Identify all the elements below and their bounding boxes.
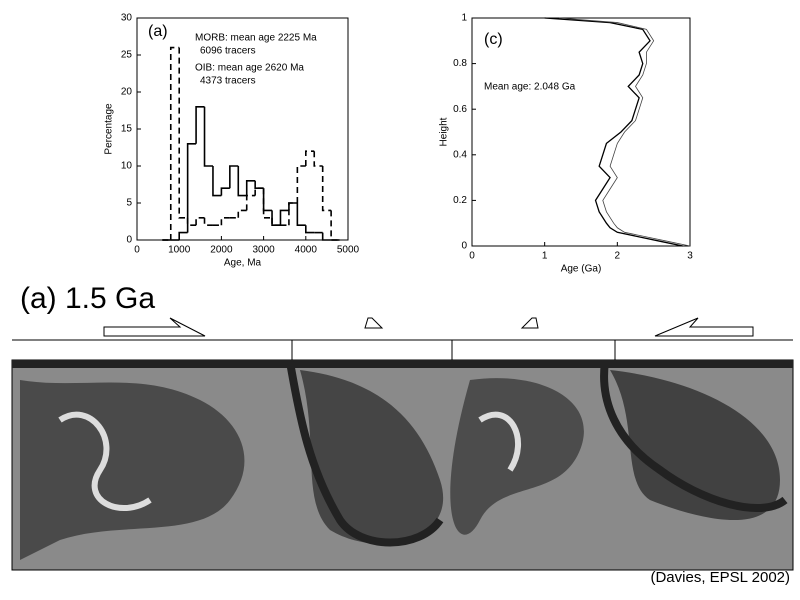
annotation: 4373 tracers <box>200 76 256 87</box>
histogram-step <box>245 194 256 211</box>
histogram-step <box>271 210 281 226</box>
histogram-step <box>313 151 323 167</box>
y-tick-label: 20 <box>121 87 133 98</box>
histogram-step <box>262 188 273 219</box>
credit: (Davies, EPSL 2002) <box>650 569 790 586</box>
x-tick-label: 3000 <box>252 245 275 256</box>
y-axis-label: Percentage <box>104 103 115 155</box>
histogram-step <box>271 217 281 226</box>
y-tick-label: 0.6 <box>453 104 467 115</box>
histogram-step <box>330 210 340 241</box>
histogram-step <box>203 106 213 167</box>
plate-arrow <box>520 317 539 329</box>
x-tick-label: 1000 <box>168 245 191 256</box>
annotation: 6096 tracers <box>200 46 256 57</box>
x-tick-label: 0 <box>134 245 140 256</box>
histogram-step <box>279 209 289 226</box>
x-axis-label: Age, Ma <box>224 258 262 269</box>
histogram-step <box>296 165 306 203</box>
histogram-step <box>220 217 230 226</box>
plate-arrow <box>654 317 754 337</box>
histogram-step <box>288 202 298 226</box>
y-tick-label: 0.8 <box>453 58 467 69</box>
profile-line <box>559 17 691 247</box>
y-axis-label: Height <box>439 117 450 146</box>
histogram-step <box>262 188 273 212</box>
histogram-step <box>195 217 205 226</box>
histogram-step <box>178 231 188 240</box>
histogram-step <box>254 187 264 196</box>
slab <box>600 361 788 512</box>
mixed-region <box>300 370 444 544</box>
x-axis-label: Age (Ga) <box>561 264 602 275</box>
x-tick-label: 1 <box>542 251 548 262</box>
panel-label: (a) <box>148 23 168 40</box>
slab <box>286 361 444 547</box>
histogram-step <box>186 143 197 233</box>
profile-line <box>544 17 683 247</box>
plate-arrow <box>364 317 384 329</box>
histogram-step <box>305 150 315 166</box>
y-tick-label: 1 <box>461 13 467 24</box>
mixed-region <box>20 380 245 560</box>
histogram-step <box>254 180 264 189</box>
y-tick-label: 25 <box>121 50 133 61</box>
x-tick-label: 2000 <box>210 245 233 256</box>
histogram-step <box>203 217 213 226</box>
histogram-step <box>237 209 247 218</box>
histogram-step <box>296 203 306 226</box>
y-tick-label: 0.2 <box>453 195 467 206</box>
annotation: OIB: mean age 2620 Ma <box>195 63 304 74</box>
y-tick-label: 0 <box>126 235 132 246</box>
mixed-region <box>610 370 780 520</box>
lithosphere <box>12 360 793 368</box>
figure-label: (a) 1.5 Ga <box>20 282 155 315</box>
light-streak <box>58 411 152 512</box>
histogram-step <box>321 166 332 212</box>
annotation: Mean age: 2.048 Ga <box>484 82 576 93</box>
x-tick-label: 2 <box>615 251 621 262</box>
x-tick-label: 0 <box>469 251 475 262</box>
histogram-step <box>186 217 197 226</box>
convection-panel <box>11 317 794 571</box>
x-tick-label: 4000 <box>295 245 318 256</box>
histogram-step <box>229 165 239 189</box>
histogram-step <box>212 166 222 197</box>
histogram-step <box>288 202 298 211</box>
histogram-step <box>195 106 205 144</box>
histogram-step <box>178 47 188 219</box>
y-tick-label: 0.4 <box>453 149 467 160</box>
y-tick-label: 5 <box>126 198 132 209</box>
y-tick-label: 10 <box>121 161 133 172</box>
histogram-step <box>321 232 332 241</box>
histogram-step <box>237 166 247 197</box>
x-tick-label: 3 <box>687 251 693 262</box>
panel-label: (c) <box>484 31 503 48</box>
light-streak <box>478 411 522 472</box>
histogram-step <box>245 180 256 196</box>
histogram-step <box>220 187 230 196</box>
plate-arrow <box>103 317 206 337</box>
annotation: MORB: mean age 2225 Ma <box>195 33 317 44</box>
histogram-step <box>305 225 315 234</box>
y-tick-label: 15 <box>121 124 133 135</box>
plot-frame <box>471 17 691 247</box>
x-tick-label: 5000 <box>337 245 360 256</box>
y-tick-label: 30 <box>121 13 133 24</box>
y-tick-label: 0 <box>461 241 467 252</box>
histogram-step <box>169 46 180 240</box>
